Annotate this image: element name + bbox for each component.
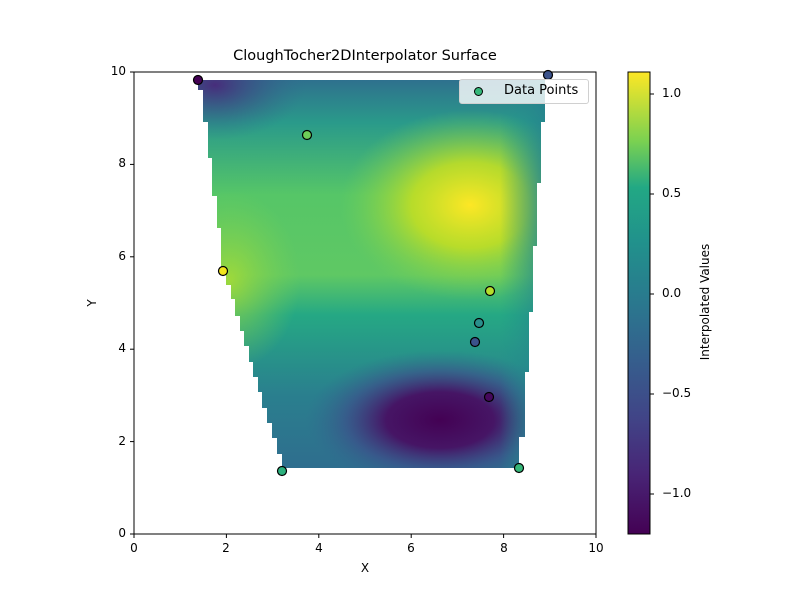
x-axis-label: X [360,561,370,575]
y-axis-ticks [130,71,134,535]
data-point [513,462,525,474]
colorbar-label: Interpolated Values [698,243,712,361]
x-tick-label: 2 [222,541,230,555]
y-tick-label: 4 [118,341,126,355]
data-point [192,74,204,86]
y-tick-label: 6 [118,249,126,263]
colorbar-tick-label: 1.0 [662,86,682,100]
axes-frame [133,71,597,535]
y-axis-label: Y [85,299,99,307]
chart-title: CloughTocher2DInterpolator Surface [233,48,497,64]
data-point [217,265,229,277]
colorbar-tick-label: 0.0 [662,286,682,300]
x-tick-label: 0 [130,541,138,555]
x-tick-label: 10 [588,541,604,555]
data-points [192,69,554,477]
data-point [483,391,495,403]
x-axis-ticks [133,534,597,538]
x-tick-label: 6 [407,541,415,555]
x-tick-label: 4 [315,541,323,555]
y-tick-label: 2 [118,434,126,448]
colorbar-tick-label: −1.0 [662,486,692,500]
x-tick-label: 8 [500,541,508,555]
data-point [276,465,288,477]
y-tick-label: 8 [118,156,126,170]
colorbar-tick-label: −0.5 [662,386,692,400]
data-point [473,317,485,329]
colorbar [627,71,651,535]
legend-marker-icon [474,87,483,96]
y-tick-label: 0 [118,526,126,540]
colorbar-tick-label: 0.5 [662,186,682,200]
legend: Data Points [459,79,589,104]
data-point [469,336,481,348]
data-point [301,129,313,141]
y-tick-label: 10 [110,64,126,78]
legend-label: Data Points [504,83,579,98]
colorbar-ticks [650,93,654,495]
data-point [484,285,496,297]
